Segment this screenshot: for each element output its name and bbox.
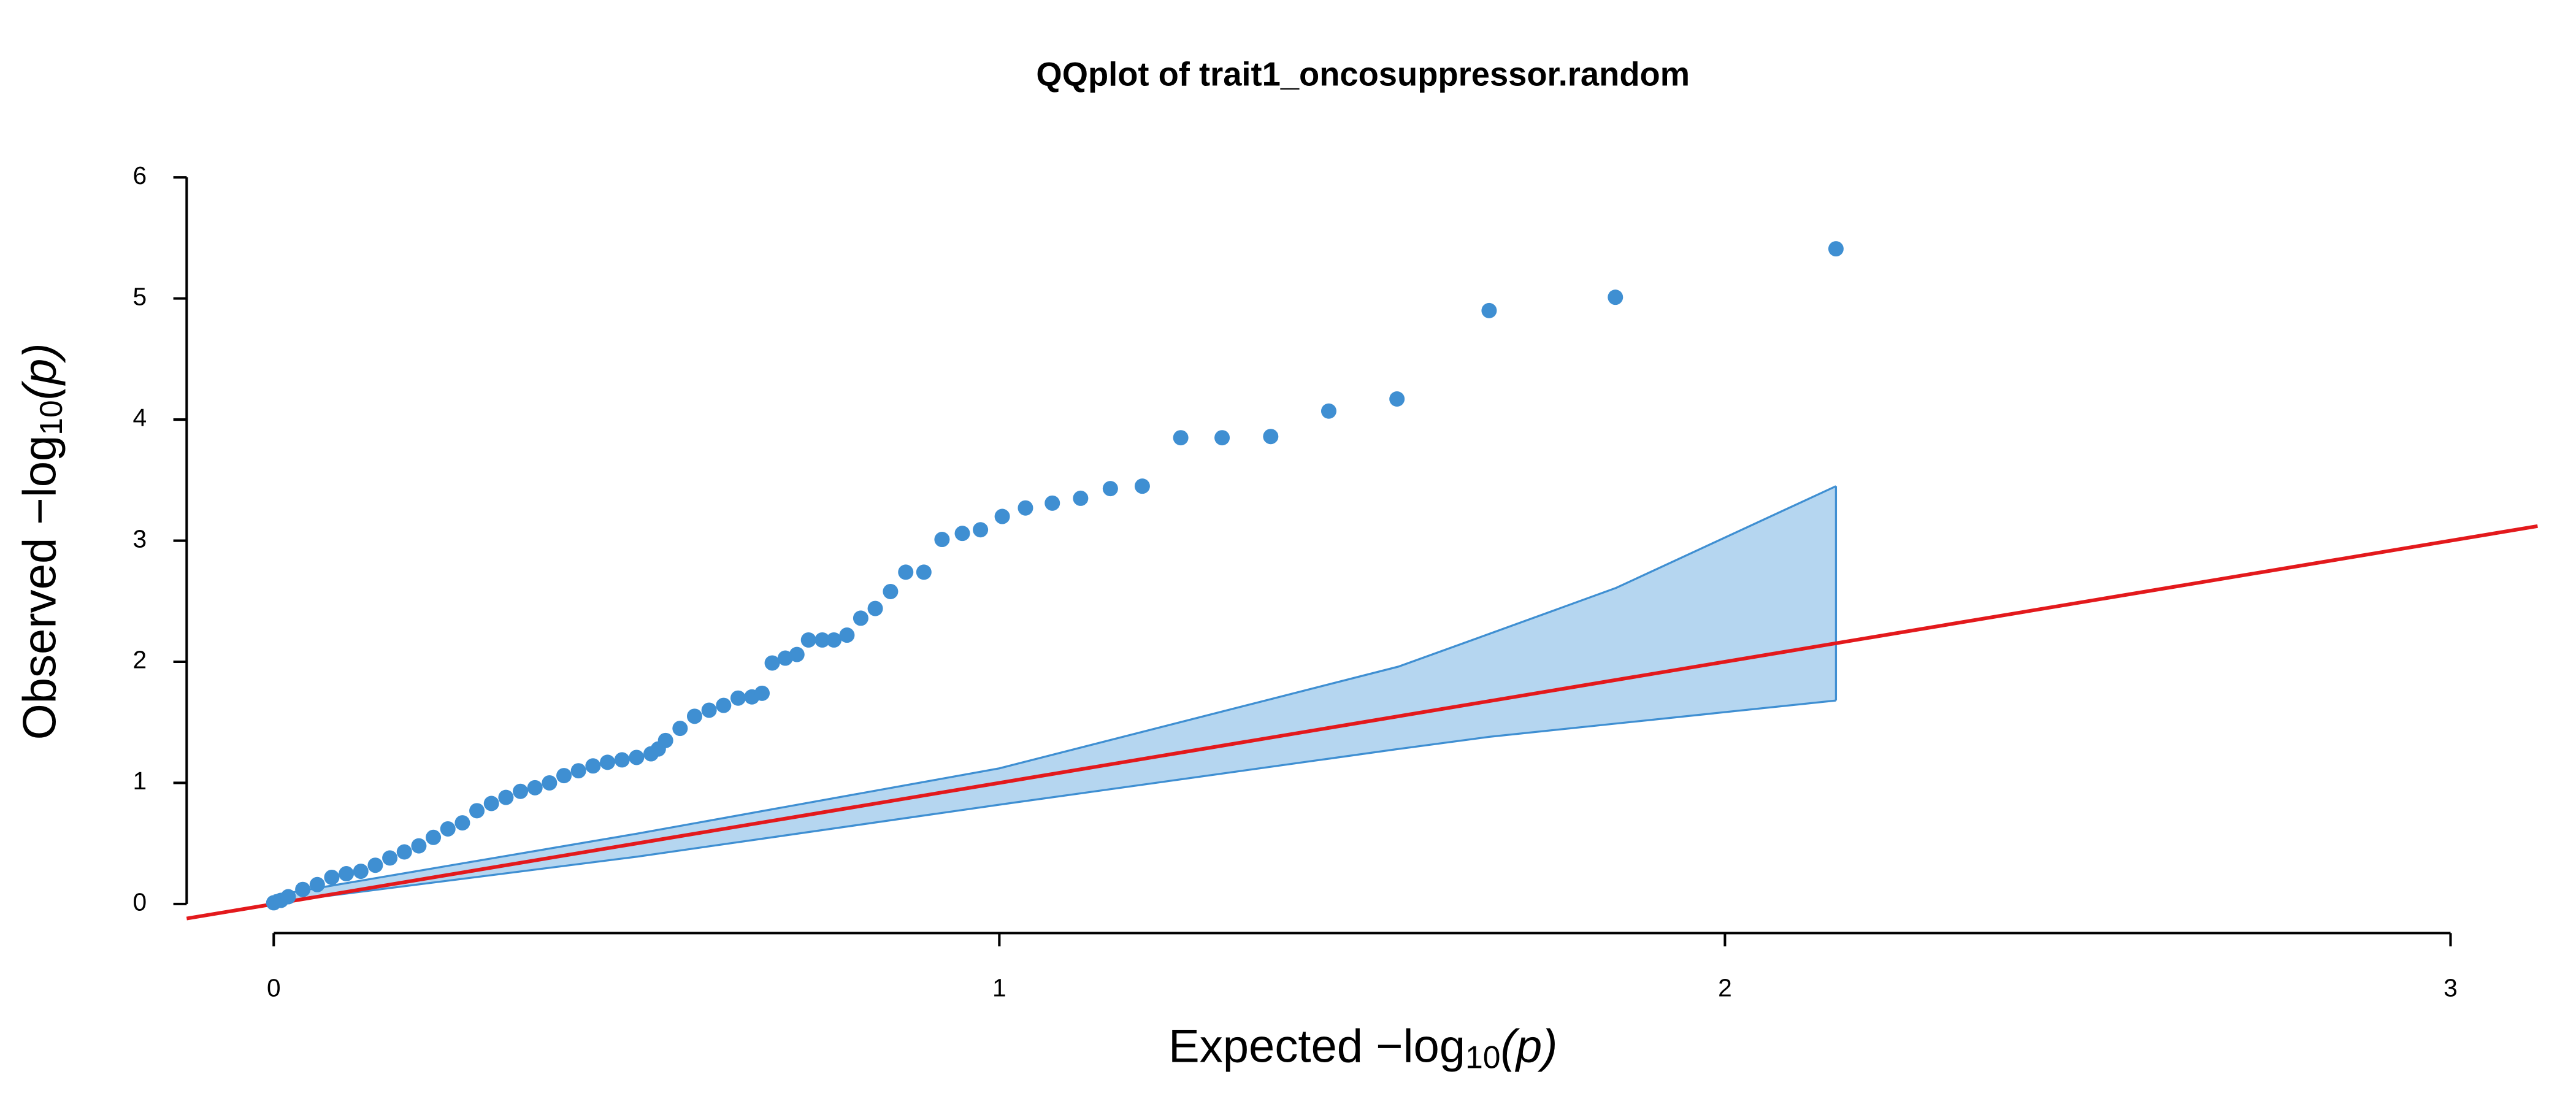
qq-point: [716, 697, 732, 713]
qq-point: [426, 829, 442, 845]
x-tick-label: 2: [1718, 973, 1732, 1002]
qq-point: [657, 732, 673, 748]
qq-point: [295, 881, 311, 897]
qq-point: [686, 708, 702, 724]
band-lower: [274, 699, 1836, 904]
x-tick-label: 1: [992, 973, 1006, 1002]
y-tick-label: 3: [132, 524, 147, 553]
y-tick-label: 2: [132, 646, 147, 674]
qq-point: [1263, 429, 1279, 445]
qq-point: [754, 685, 770, 701]
qq-point: [570, 763, 586, 779]
qq-point: [454, 815, 470, 831]
qq-point: [483, 795, 499, 811]
qq-point: [916, 564, 932, 580]
qq-point: [542, 775, 558, 791]
qq-point: [1214, 430, 1230, 446]
qq-point: [800, 632, 816, 648]
y-label-text: Observed −log: [14, 435, 66, 740]
qq-point: [614, 752, 630, 768]
qq-point: [764, 655, 780, 671]
qq-point: [339, 866, 355, 882]
qq-point: [826, 632, 842, 648]
y-tick-label: 5: [132, 282, 147, 310]
qq-point: [789, 646, 805, 662]
x-tick-label: 0: [267, 973, 281, 1002]
chart-title: QQplot of trait1_oncosuppressor.random: [1036, 55, 1690, 93]
confidence-band: [274, 486, 1836, 903]
qq-point: [898, 564, 914, 580]
qq-point: [1018, 500, 1033, 516]
y-tick-label: 1: [132, 767, 147, 795]
y-tick-label: 0: [132, 888, 147, 916]
qq-point: [1828, 241, 1844, 257]
qq-point: [672, 721, 688, 737]
qq-point: [367, 857, 383, 873]
qq-point: [1173, 430, 1189, 446]
qq-point: [527, 780, 543, 795]
qq-point: [629, 749, 645, 765]
qq-point: [1608, 289, 1623, 305]
qq-point: [934, 532, 950, 548]
qq-point: [440, 821, 456, 837]
qq-point: [498, 789, 514, 805]
qq-point: [853, 610, 868, 626]
qq-point: [396, 844, 412, 860]
qq-point: [353, 864, 369, 880]
qq-point: [730, 690, 746, 706]
qq-point: [1481, 302, 1497, 318]
qq-point: [309, 876, 325, 892]
reference-line: [186, 524, 2538, 921]
y-tick-label: 6: [132, 161, 147, 190]
qq-point: [701, 702, 717, 718]
qq-point: [954, 526, 970, 542]
y-axis-label: Observed −log10(p): [14, 343, 69, 740]
y-tick-label: 4: [132, 404, 147, 432]
qq-point: [469, 803, 485, 819]
x-label-text: Expected −log: [1168, 1021, 1465, 1073]
x-axis-label: Expected −log10(p): [1168, 1021, 1557, 1075]
qq-point: [815, 632, 830, 648]
x-label-sub: 10: [1465, 1039, 1500, 1075]
qq-point: [1321, 403, 1336, 419]
qq-point: [585, 758, 601, 774]
y-label-sub: 10: [33, 400, 69, 435]
qq-point: [839, 627, 855, 643]
qq-point: [777, 650, 793, 666]
qq-point: [867, 600, 883, 616]
qq-point: [883, 583, 899, 599]
x-tick-label: 3: [2444, 973, 2458, 1002]
qq-point: [280, 889, 296, 905]
qq-point: [382, 850, 398, 866]
qq-point: [1102, 481, 1118, 497]
qq-point: [1045, 495, 1060, 511]
qq-point: [324, 869, 340, 885]
qq-point: [513, 783, 529, 799]
qq-point: [1389, 391, 1405, 407]
qq-point: [1134, 478, 1150, 494]
qq-point: [1073, 490, 1089, 506]
y-label-suffix: (p): [14, 343, 66, 400]
band-upper: [274, 485, 1837, 897]
qq-point: [411, 838, 427, 854]
qq-point: [973, 522, 989, 538]
qq-point: [994, 508, 1010, 524]
qq-point: [556, 768, 572, 784]
x-label-suffix: (p): [1501, 1021, 1558, 1073]
qq-point: [600, 754, 616, 770]
